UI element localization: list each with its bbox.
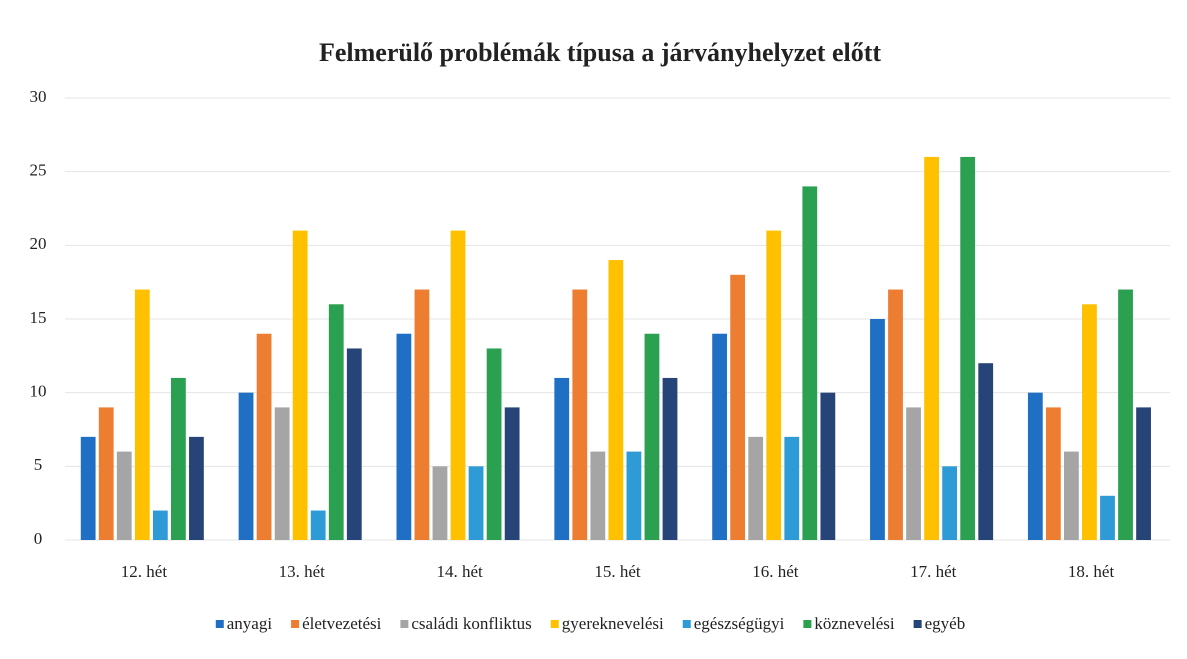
bar [978,363,994,540]
bar [328,304,344,540]
bar [608,260,624,540]
y-tick-label: 5 [34,455,43,474]
x-tick-label: 18. hét [1068,562,1115,581]
bar [554,377,570,540]
bar [486,348,502,540]
bar [1118,289,1133,540]
bar [80,436,96,540]
bar [784,436,800,540]
bar [888,289,903,540]
x-tick-label: 15. hét [594,562,641,581]
bar [414,289,430,540]
bar [292,230,308,540]
legend-label: egészségügyi [694,614,785,633]
bar [572,289,588,540]
bar [98,407,114,540]
bar [238,392,254,540]
legend-label: életvezetési [302,614,382,633]
bar [1082,304,1097,540]
y-tick-label: 25 [30,161,47,180]
bar [396,333,412,540]
bar [468,466,484,540]
bar [1027,392,1043,540]
x-tick-label: 14. hét [437,562,484,581]
legend-swatch [682,620,691,628]
chart-title: Felmerülő problémák típusa a járványhely… [319,38,881,67]
legend-label: anyagi [227,614,273,633]
x-tick-label: 13. hét [279,562,326,581]
bar [310,510,326,540]
bar [1100,495,1115,540]
bar [766,230,782,540]
bar [748,436,764,540]
bar [802,186,818,540]
y-tick-label: 20 [30,234,47,253]
bar [942,466,958,540]
bar [170,377,186,540]
bar [960,156,976,540]
legend-swatch [215,620,224,628]
legend-swatch [550,620,559,628]
bar [116,451,132,540]
x-tick-label: 12. hét [121,562,168,581]
legend-label: családi konfliktus [411,614,531,633]
legend-label: egyéb [925,614,966,633]
bar [504,407,520,540]
legend-swatch [291,620,300,628]
bar [626,451,642,540]
bar [1045,407,1061,540]
bar [189,436,204,540]
bar [346,348,362,540]
bar [924,156,939,540]
y-tick-label: 15 [30,308,47,327]
legend-label: gyereknevelési [562,614,664,633]
bar [870,319,885,540]
y-tick-label: 0 [34,529,43,548]
legend-swatch [400,620,409,628]
bar [820,392,836,540]
bar [644,333,660,540]
bar [712,333,728,540]
legend-swatch [913,620,922,628]
bar [730,274,746,540]
bar [256,333,272,540]
bar [906,407,921,540]
y-tick-label: 10 [30,382,47,401]
legend-swatch [803,620,812,628]
bar [152,510,168,540]
bar [432,466,448,540]
bar [134,289,150,540]
y-tick-label: 30 [30,87,47,106]
bar [274,407,290,540]
bar [1064,451,1079,540]
x-tick-label: 16. hét [752,562,799,581]
bar [1136,407,1151,540]
bar [662,377,678,540]
x-tick-label: 17. hét [910,562,957,581]
bar [590,451,606,540]
legend-label: köznevelési [814,614,895,633]
bar [450,230,466,540]
